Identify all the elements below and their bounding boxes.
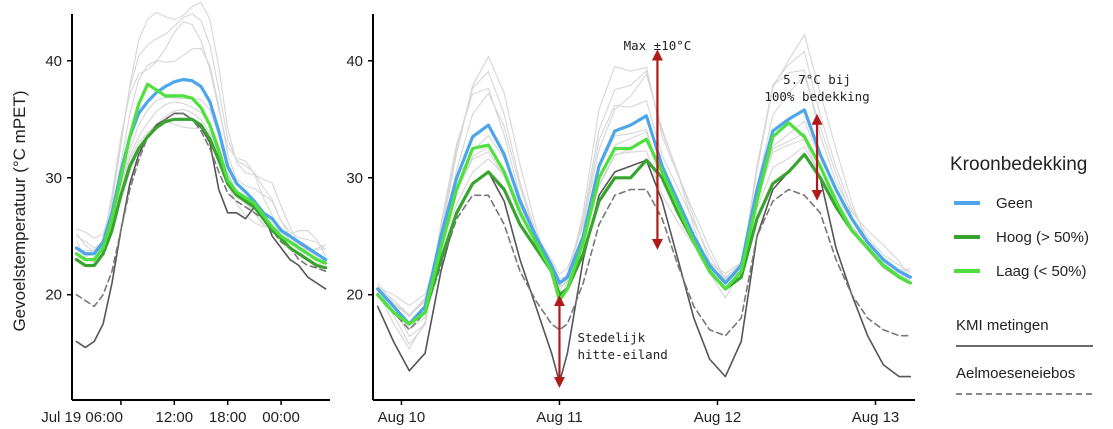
x-tick-label: Aug 10 xyxy=(378,409,426,426)
annotation-label-uhi: Stedelijk xyxy=(577,330,645,345)
annotation-label-bij: 100% bedekking xyxy=(764,89,869,104)
annotation-label-bij: 5.7°C bij xyxy=(783,72,851,87)
x-tick-label: Aug 13 xyxy=(852,409,900,426)
x-tick-label: Aug 11 xyxy=(536,409,582,426)
legend-label-aelmoeseneiebos: Aelmoeseneiebos xyxy=(956,365,1075,382)
series-laag-50 xyxy=(74,82,328,265)
legend-label-hoog-50: Hoog (> 50%) xyxy=(996,229,1089,246)
y-tick-label: 20 xyxy=(45,287,62,304)
panel-jul19 xyxy=(74,77,328,349)
y-tick-label: 30 xyxy=(45,170,62,187)
series-geen xyxy=(376,108,912,326)
legend-label-kmi-metingen: KMI metingen xyxy=(956,317,1049,334)
annotation-label-max: Max ±10°C xyxy=(624,38,692,53)
x-tick-label: 00:00 xyxy=(262,409,300,426)
y-axis-label: Gevoelstemperatuur (°C mPET) xyxy=(10,90,29,331)
x-tick-label: Jul 19 06:00 xyxy=(41,409,123,426)
y-tick-label: 40 xyxy=(346,53,363,70)
station-trace-left xyxy=(75,13,326,253)
panel-aug10-13 xyxy=(376,108,912,384)
y-tick-label: 40 xyxy=(45,53,62,70)
series-aelmoeseneiebos xyxy=(376,188,912,337)
x-tick-label: Aug 12 xyxy=(694,409,742,426)
series-aelmoeseneiebos xyxy=(75,112,327,308)
y-tick-label: 30 xyxy=(346,170,363,187)
y-tick-label: 20 xyxy=(346,287,363,304)
x-tick-label: 18:00 xyxy=(209,409,247,426)
annotations: Stedelijk hitte-eiland Max ±10°C 5.7°C bij 1… xyxy=(553,38,870,388)
station-trace-right xyxy=(377,33,911,338)
legend-label-geen: Geen xyxy=(996,195,1033,212)
station-trace-right xyxy=(377,69,911,350)
axes: 20 30 40 20 30 40 Jul 19 06:00 12:00 18:00 00:00 A… xyxy=(10,14,915,426)
series-laag-50 xyxy=(376,121,912,326)
series-hoog-50 xyxy=(74,117,328,270)
station-trace-right xyxy=(377,74,911,330)
annotation-label-uhi: hitte-eiland xyxy=(577,347,667,362)
x-tick-label: 12:00 xyxy=(156,409,194,426)
station-trace-left xyxy=(76,1,326,252)
series-hoog-50 xyxy=(376,152,912,326)
legend: Kroonbedekking Geen Hoog (> 50%) Laag (< 50… xyxy=(950,154,1093,395)
legend-label-laag-50: Laag (< 50%) xyxy=(996,263,1086,280)
legend-title: Kroonbedekking xyxy=(950,154,1087,175)
